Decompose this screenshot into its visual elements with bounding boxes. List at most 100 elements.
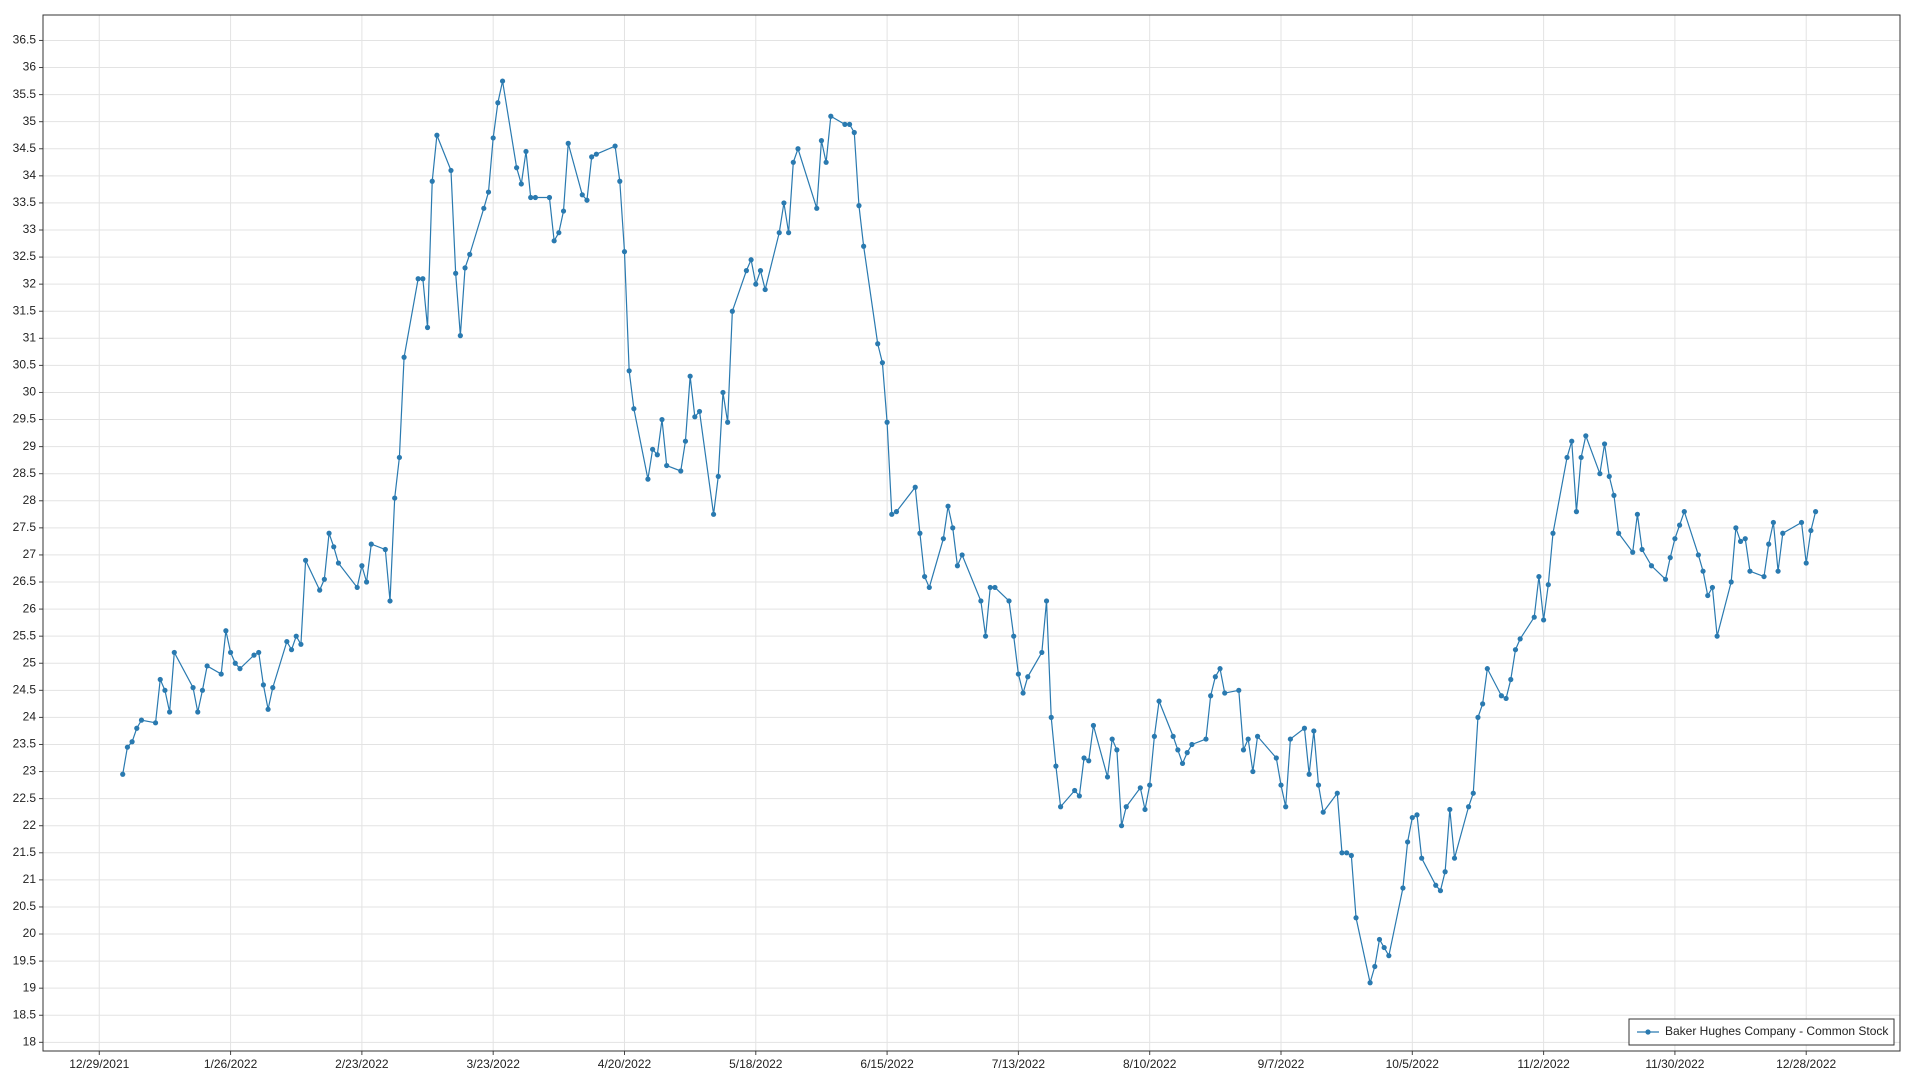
data-point bbox=[1498, 693, 1505, 699]
data-point bbox=[1639, 546, 1645, 553]
data-point bbox=[1475, 714, 1481, 721]
data-point bbox=[120, 771, 126, 777]
data-point bbox=[462, 265, 468, 271]
data-point bbox=[1048, 714, 1054, 721]
x-tick-label: 10/5/2022 bbox=[1386, 1057, 1440, 1071]
x-tick-label: 5/18/2022 bbox=[729, 1057, 783, 1071]
y-tick-label: 20 bbox=[23, 926, 37, 940]
data-point bbox=[382, 546, 388, 553]
y-tick-label: 27.5 bbox=[13, 520, 37, 534]
y-tick-label: 34 bbox=[23, 168, 37, 182]
data-point bbox=[1072, 787, 1078, 794]
x-tick-label: 2/23/2022 bbox=[335, 1057, 389, 1071]
x-tick-label: 11/2/2022 bbox=[1517, 1057, 1570, 1071]
y-tick-label: 28 bbox=[23, 493, 37, 507]
data-point bbox=[954, 563, 961, 569]
data-point bbox=[429, 178, 435, 184]
data-point bbox=[1301, 725, 1308, 731]
data-point bbox=[1381, 944, 1387, 951]
data-point bbox=[678, 468, 684, 474]
data-point bbox=[490, 135, 496, 141]
data-point bbox=[959, 552, 965, 558]
data-point bbox=[218, 671, 224, 677]
data-point bbox=[987, 584, 993, 591]
data-point bbox=[298, 641, 304, 647]
data-point bbox=[659, 416, 665, 423]
data-point bbox=[729, 308, 735, 314]
data-point bbox=[1287, 736, 1293, 742]
data-point bbox=[889, 511, 895, 517]
data-point bbox=[1573, 509, 1580, 515]
data-point bbox=[753, 281, 759, 287]
data-point bbox=[284, 638, 290, 645]
data-point bbox=[1742, 536, 1748, 542]
data-point bbox=[1803, 560, 1809, 566]
data-point bbox=[1419, 855, 1425, 861]
data-point bbox=[1118, 823, 1125, 829]
data-point bbox=[922, 573, 928, 580]
data-point bbox=[396, 454, 402, 461]
data-point bbox=[1766, 541, 1772, 547]
data-point bbox=[950, 525, 956, 531]
data-point bbox=[1662, 576, 1669, 582]
data-point bbox=[1011, 633, 1017, 639]
data-point bbox=[589, 154, 595, 160]
data-point bbox=[467, 251, 473, 257]
data-point bbox=[326, 530, 332, 536]
data-point bbox=[710, 511, 717, 517]
data-point bbox=[256, 649, 262, 656]
y-tick-label: 30.5 bbox=[13, 358, 37, 372]
data-point bbox=[453, 270, 459, 276]
data-point bbox=[664, 462, 670, 469]
data-point bbox=[363, 579, 370, 585]
x-tick-label: 6/15/2022 bbox=[860, 1057, 914, 1071]
data-point bbox=[720, 389, 726, 396]
data-point bbox=[1808, 527, 1814, 534]
data-point bbox=[650, 446, 656, 452]
data-point bbox=[288, 647, 295, 653]
y-tick-label: 28.5 bbox=[13, 466, 37, 480]
data-point bbox=[1541, 617, 1547, 623]
data-point bbox=[725, 419, 731, 425]
data-point bbox=[1217, 666, 1223, 672]
data-point bbox=[1367, 980, 1373, 986]
data-point bbox=[1601, 441, 1608, 447]
y-tick-label: 31 bbox=[23, 330, 37, 344]
data-point bbox=[579, 192, 585, 198]
data-point bbox=[1306, 771, 1312, 777]
data-point bbox=[1714, 633, 1720, 639]
data-point bbox=[1648, 563, 1655, 569]
data-point bbox=[1109, 736, 1115, 742]
data-point bbox=[1798, 519, 1805, 526]
data-point bbox=[846, 121, 853, 127]
data-point bbox=[1709, 584, 1716, 591]
data-point bbox=[1564, 454, 1570, 461]
data-point bbox=[823, 159, 829, 165]
data-point bbox=[204, 663, 210, 669]
data-point bbox=[875, 341, 881, 347]
data-point bbox=[1184, 750, 1190, 756]
data-point bbox=[1414, 812, 1420, 818]
data-point bbox=[1447, 806, 1453, 813]
data-point bbox=[992, 584, 998, 591]
data-point bbox=[232, 660, 238, 666]
data-point bbox=[387, 598, 393, 604]
y-tick-label: 36 bbox=[23, 60, 37, 74]
data-point bbox=[1081, 755, 1087, 761]
data-point bbox=[499, 78, 506, 84]
data-point bbox=[1770, 519, 1776, 526]
data-point bbox=[1728, 579, 1734, 585]
data-point bbox=[1606, 473, 1612, 480]
x-tick-label: 12/28/2022 bbox=[1776, 1057, 1836, 1071]
data-point bbox=[1114, 747, 1120, 753]
data-point bbox=[152, 720, 159, 726]
data-point bbox=[265, 706, 271, 712]
data-point bbox=[1179, 760, 1186, 767]
data-point bbox=[199, 687, 206, 693]
data-point bbox=[1053, 763, 1059, 769]
data-point bbox=[1020, 690, 1026, 696]
data-point bbox=[434, 132, 440, 138]
data-point bbox=[1372, 963, 1378, 970]
data-point bbox=[420, 276, 426, 282]
